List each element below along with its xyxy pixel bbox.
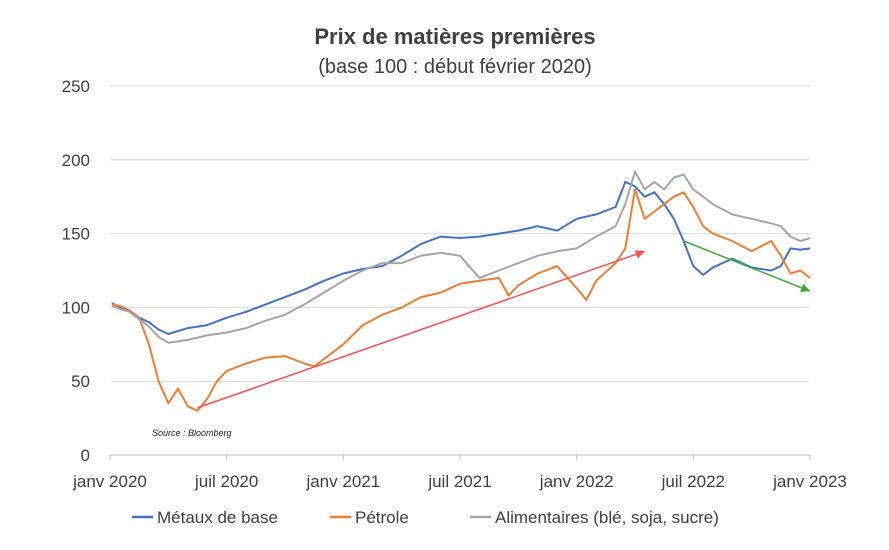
source-note: Source : Bloomberg (152, 428, 232, 438)
x-tick-label: juil 2022 (661, 472, 725, 491)
y-tick-label: 100 (62, 298, 90, 317)
trend-arrow-0 (197, 250, 645, 409)
y-tick-label: 50 (71, 372, 90, 391)
legend-label: Métaux de base (157, 508, 278, 527)
x-axis-ticks: janv 2020 juil 2020 janv 2021 juil 2021 janv… (72, 455, 847, 491)
y-tick-label: 0 (81, 446, 90, 465)
legend-label: Pétrole (355, 508, 409, 527)
y-tick-label: 200 (62, 151, 90, 170)
series-lines (111, 170, 811, 412)
series-line-1 (111, 188, 811, 412)
chart-subtitle: (base 100 : début février 2020) (318, 56, 592, 78)
y-axis-ticks: 0 50 100 150 200 250 (62, 77, 90, 465)
y-tick-label: 150 (62, 225, 90, 244)
gridlines (110, 85, 810, 382)
x-tick-label: juil 2021 (427, 472, 491, 491)
chart-title: Prix de matières premières (314, 24, 595, 49)
y-tick-label: 250 (62, 77, 90, 96)
x-tick-label: juil 2020 (194, 472, 258, 491)
x-tick-label: janv 2022 (539, 472, 614, 491)
series-line-0 (111, 180, 811, 335)
trend-arrows (197, 240, 811, 409)
x-tick-label: janv 2023 (772, 472, 847, 491)
trend-arrow-1 (683, 240, 811, 293)
x-tick-label: janv 2020 (72, 472, 147, 491)
x-tick-label: janv 2021 (305, 472, 380, 491)
series-line-2 (111, 170, 811, 344)
legend-label: Alimentaires (blé, soja, sucre) (495, 508, 719, 527)
legend: Métaux de base Pétrole Alimentaires (blé, … (132, 508, 719, 527)
